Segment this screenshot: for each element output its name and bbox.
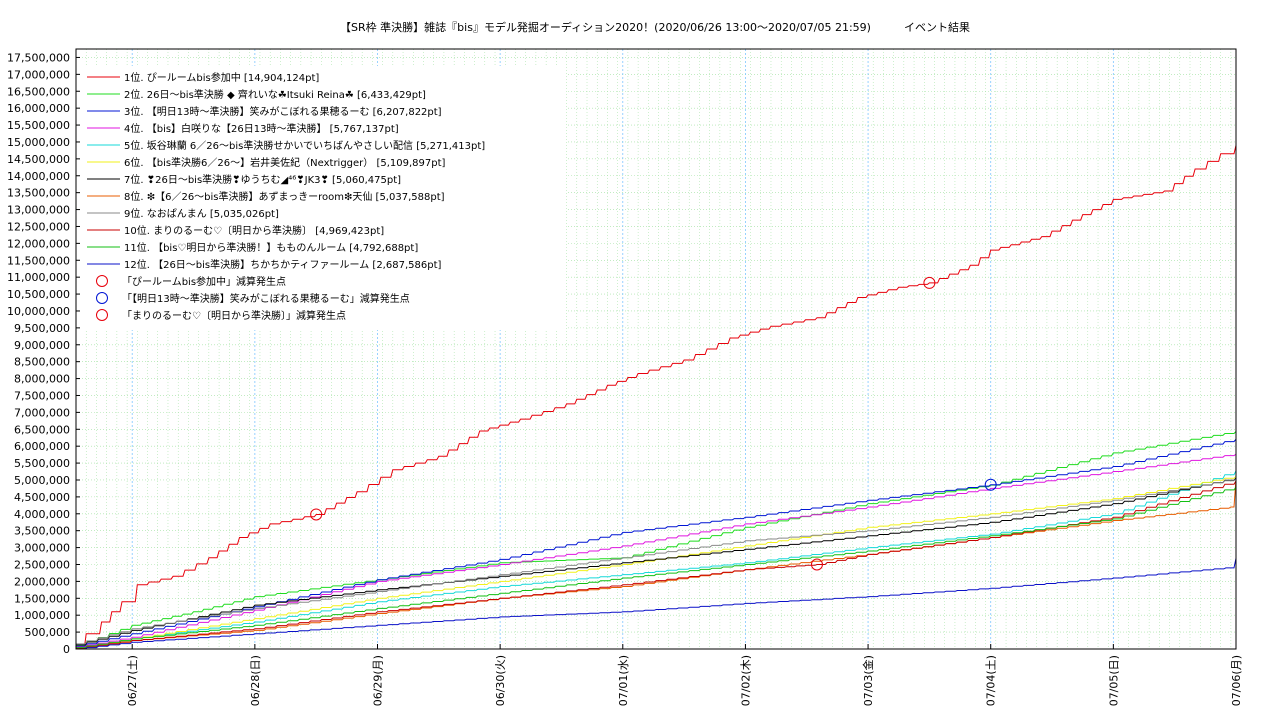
- legend-label: 11位. 【bis♡明日から準決勝！】もものんルーム [4,792,688pt]: [124, 241, 418, 254]
- legend: 1位. ぴールームbis参加中 [14,904,124pt] 2位. 26日～bi…: [80, 66, 566, 330]
- y-tick-label: 13,000,000: [7, 204, 70, 217]
- markers: [310, 276, 997, 571]
- y-tick-label: 9,000,000: [14, 339, 70, 352]
- legend-label: 「【明日13時～準決勝】笑みがこぼれる果穂るーむ」減算発生点: [122, 292, 410, 305]
- series-line-5: [76, 470, 1237, 649]
- x-tick-label: 06/27(土): [126, 655, 139, 706]
- y-tick-label: 10,500,000: [7, 288, 70, 301]
- series-line-11: [76, 486, 1237, 649]
- y-tick-label: 6,500,000: [14, 423, 70, 436]
- y-tick-label: 11,000,000: [7, 271, 70, 284]
- y-tick-label: 1,500,000: [14, 592, 70, 605]
- series-lines: [76, 145, 1237, 650]
- y-tick-label: 15,000,000: [7, 136, 70, 149]
- chart-title: 【SR枠 準決勝】雑誌『bis』モデル発掘オーディション2020！(2020/0…: [340, 20, 970, 34]
- x-tick-label: 07/06(月): [1230, 655, 1243, 706]
- y-tick-label: 7,000,000: [14, 406, 70, 419]
- legend-label: 4位. 【bis】白咲りな【26日13時～準決勝】 [5,767,137pt]: [124, 122, 399, 135]
- y-tick-label: 8,500,000: [14, 356, 70, 369]
- legend-label: 7位. ❣26日～bis準決勝❣ゆうちむ◢⁴⁶❣JK3❣ [5,060,475p…: [124, 173, 401, 186]
- y-tick-label: 500,000: [25, 626, 71, 639]
- series-line-6: [76, 475, 1237, 649]
- decrement-marker-1: [923, 276, 936, 289]
- x-axis: 06/27(土) 06/28(日) 06/29(月) 06/30(火) 07/01(水)…: [126, 644, 1243, 706]
- series-line-8: [76, 478, 1237, 650]
- decrement-marker-1: [310, 508, 323, 521]
- y-tick-label: 16,000,000: [7, 102, 70, 115]
- y-tick-label: 3,000,000: [14, 542, 70, 555]
- legend-label: 8位. ❇︎【6／26～bis準決勝】あずまっきーroom❇︎天仙 [5,037…: [124, 190, 445, 203]
- x-tick-label: 07/03(金): [861, 655, 875, 706]
- y-tick-label: 4,000,000: [14, 508, 70, 521]
- legend-label: 12位. 【26日～bis準決勝】ちかちかティファールーム [2,687,586…: [124, 258, 441, 271]
- y-tick-label: 1,000,000: [14, 609, 70, 622]
- series-line-2: [76, 431, 1237, 647]
- legend-label: 3位. 【明日13時～準決勝】笑みがこぼれる果穂るーむ [6,207,822pt…: [124, 105, 442, 118]
- y-tick-label: 0: [63, 643, 70, 656]
- x-tick-label: 07/04(土): [985, 655, 998, 706]
- y-tick-label: 5,500,000: [14, 457, 70, 470]
- y-tick-label: 11,500,000: [7, 254, 70, 267]
- decrement-marker-3: [810, 558, 823, 571]
- y-tick-label: 5,000,000: [14, 474, 70, 487]
- y-tick-label: 12,500,000: [7, 220, 70, 233]
- y-tick-label: 15,500,000: [7, 119, 70, 132]
- x-tick-label: 07/02(木): [739, 655, 752, 706]
- legend-label: 「まりのるーむ♡〔明日から準決勝〕」減算発生点: [122, 309, 346, 322]
- y-tick-label: 7,500,000: [14, 389, 70, 402]
- y-tick-label: 14,000,000: [7, 170, 70, 183]
- legend-label: 9位. なおぱんまん [5,035,026pt]: [124, 207, 279, 220]
- y-tick-label: 2,000,000: [14, 575, 70, 588]
- y-tick-label: 12,000,000: [7, 237, 70, 250]
- series-line-1: [76, 145, 1237, 650]
- legend-label: 5位. 坂谷琳蘭 6／26～bis準決勝せかいでいちばんやさしい配信 [5,27…: [124, 139, 485, 152]
- y-tick-label: 8,000,000: [14, 373, 70, 386]
- y-tick-label: 9,500,000: [14, 322, 70, 335]
- legend-background: [80, 66, 566, 330]
- y-tick-label: 16,500,000: [7, 85, 70, 98]
- y-tick-label: 6,000,000: [14, 440, 70, 453]
- legend-label: 1位. ぴールームbis参加中 [14,904,124pt]: [124, 71, 319, 84]
- series-line-12: [76, 558, 1237, 650]
- series-line-9: [76, 478, 1237, 645]
- y-axis: 0 500,000 1,000,000 1,500,000 2,000,000 2,500…: [7, 51, 80, 656]
- plot-frame: [75, 48, 1237, 650]
- x-tick-label: 06/28(日): [249, 655, 262, 706]
- y-tick-label: 2,500,000: [14, 558, 70, 571]
- legend-label: 「ぴールームbis参加中」減算発生点: [122, 275, 286, 288]
- legend-label: 10位. まりのるーむ♡〔明日から準決勝〕 [4,969,423pt]: [124, 224, 384, 237]
- legend-marker-swatch: [96, 275, 108, 287]
- x-tick-label: 06/29(月): [371, 655, 384, 706]
- x-tick-label: 07/01(水): [617, 655, 630, 706]
- x-tick-label: 07/05(日): [1107, 655, 1120, 706]
- y-tick-label: 4,500,000: [14, 491, 70, 504]
- decrement-marker-2: [984, 478, 997, 491]
- x-tick-label: 06/30(火): [494, 655, 507, 706]
- y-tick-label: 14,500,000: [7, 153, 70, 166]
- legend-label: 2位. 26日～bis準決勝 ◆ 齊れいな☘Itsuki Reina☘ [6,4…: [124, 88, 426, 101]
- y-tick-label: 17,500,000: [7, 51, 70, 64]
- y-tick-label: 10,000,000: [7, 305, 70, 318]
- series-line-3: [76, 438, 1237, 647]
- series-line-4: [76, 453, 1237, 648]
- legend-label: 6位. 【bis準決勝6／26～】岩井美佐紀（Nextrigger） [5,10…: [124, 156, 446, 169]
- y-tick-label: 13,500,000: [7, 187, 70, 200]
- y-tick-label: 17,000,000: [7, 68, 70, 81]
- legend-marker-swatch: [96, 309, 108, 321]
- legend-marker-swatch: [96, 292, 108, 304]
- series-line-7: [76, 477, 1237, 646]
- y-tick-label: 3,500,000: [14, 525, 70, 538]
